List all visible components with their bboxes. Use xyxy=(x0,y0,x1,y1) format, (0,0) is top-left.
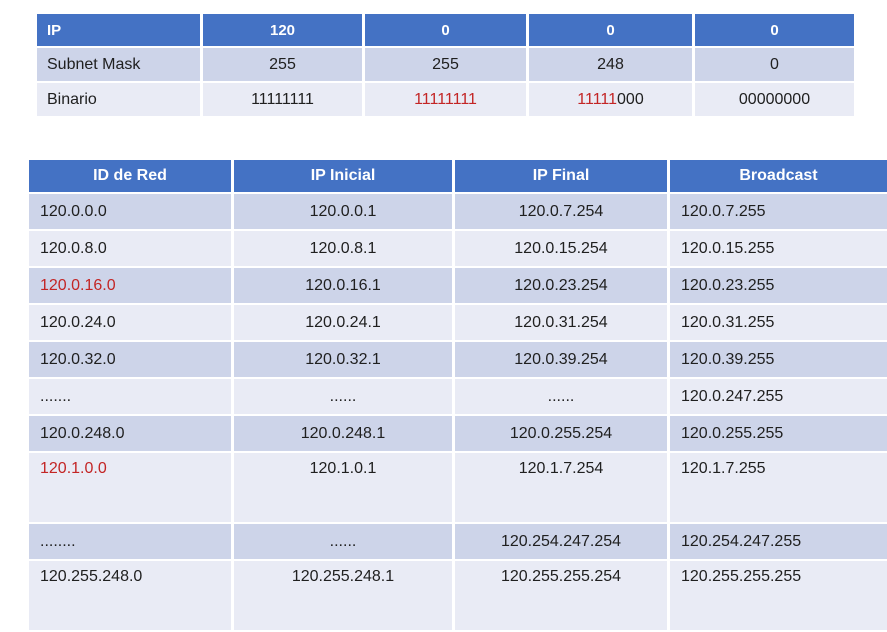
cell-ip-inicial: ...... xyxy=(234,524,452,559)
subnet-header-octet-3: 0 xyxy=(529,14,692,46)
subnet-header-octet-1: 120 xyxy=(203,14,362,46)
cell-broadcast: 120.1.7.255 xyxy=(670,453,887,522)
table-row: 120.0.8.0 120.0.8.1 120.0.15.254 120.0.1… xyxy=(29,231,887,266)
cell-id-de-red: 120.0.248.0 xyxy=(29,416,231,451)
cell-broadcast: 120.255.255.255 xyxy=(670,561,887,630)
cell-id-de-red: 120.0.32.0 xyxy=(29,342,231,377)
binary-octet-1: 11111111 xyxy=(203,83,362,116)
cell-broadcast: 120.0.247.255 xyxy=(670,379,887,414)
cell-broadcast: 120.0.255.255 xyxy=(670,416,887,451)
table-row: 120.0.24.0 120.0.24.1 120.0.31.254 120.0… xyxy=(29,305,887,340)
cell-broadcast: 120.0.39.255 xyxy=(670,342,887,377)
mask-octet-2: 255 xyxy=(365,48,526,81)
network-header-row: ID de Red IP Inicial IP Final Broadcast xyxy=(29,160,887,192)
subnet-header-label: IP xyxy=(37,14,200,46)
cell-ip-final: 120.0.39.254 xyxy=(455,342,667,377)
cell-ip-final: 120.0.15.254 xyxy=(455,231,667,266)
cell-id-de-red: 120.0.0.0 xyxy=(29,194,231,229)
cell-ip-final: 120.0.31.254 xyxy=(455,305,667,340)
cell-id-de-red: 120.1.0.0 xyxy=(29,453,231,522)
table-row: 120.0.248.0 120.0.248.1 120.0.255.254 12… xyxy=(29,416,887,451)
cell-ip-inicial: 120.0.248.1 xyxy=(234,416,452,451)
cell-ip-final: ...... xyxy=(455,379,667,414)
header-id-de-red: ID de Red xyxy=(29,160,231,192)
cell-ip-inicial: 120.0.16.1 xyxy=(234,268,452,303)
binary-black-part: 11111111 xyxy=(251,90,314,108)
cell-ip-inicial: 120.0.0.1 xyxy=(234,194,452,229)
cell-id-de-red: 120.0.24.0 xyxy=(29,305,231,340)
cell-ip-inicial: 120.0.24.1 xyxy=(234,305,452,340)
table-row: 120.0.0.0 120.0.0.1 120.0.7.254 120.0.7.… xyxy=(29,194,887,229)
binary-octet-3: 11111000 xyxy=(529,83,692,116)
table-row: 120.0.32.0 120.0.32.1 120.0.39.254 120.0… xyxy=(29,342,887,377)
cell-id-de-red: 120.255.248.0 xyxy=(29,561,231,630)
binary-red-part: 11111 xyxy=(577,90,618,108)
cell-ip-inicial: 120.0.32.1 xyxy=(234,342,452,377)
table-row-ellipsis: ....... ...... ...... 120.0.247.255 xyxy=(29,379,887,414)
cell-ip-final: 120.255.255.254 xyxy=(455,561,667,630)
cell-broadcast: 120.0.23.255 xyxy=(670,268,887,303)
mask-row-label: Subnet Mask xyxy=(37,48,200,81)
cell-ip-final: 120.1.7.254 xyxy=(455,453,667,522)
table-row-ellipsis: ........ ...... 120.254.247.254 120.254.… xyxy=(29,524,887,559)
binary-black-part: 000 xyxy=(617,90,644,108)
cell-ip-inicial: ...... xyxy=(234,379,452,414)
cell-ip-inicial: 120.0.8.1 xyxy=(234,231,452,266)
binary-octet-2: 11111111 xyxy=(365,83,526,116)
cell-broadcast: 120.254.247.255 xyxy=(670,524,887,559)
table-row: 120.1.0.0 120.1.0.1 120.1.7.254 120.1.7.… xyxy=(29,453,887,522)
cell-id-de-red: ....... xyxy=(29,379,231,414)
subnet-mask-row: Subnet Mask 255 255 248 0 xyxy=(37,48,854,81)
subnet-header-row: IP 120 0 0 0 xyxy=(37,14,854,46)
binary-row: Binario 11111111 11111111 11111000 00000… xyxy=(37,83,854,116)
subnet-header-octet-4: 0 xyxy=(695,14,854,46)
binary-octet-4: 00000000 xyxy=(695,83,854,116)
cell-ip-inicial: 120.255.248.1 xyxy=(234,561,452,630)
cell-ip-final: 120.0.7.254 xyxy=(455,194,667,229)
subnet-mask-table: IP 120 0 0 0 Subnet Mask 255 255 248 0 B… xyxy=(34,12,857,118)
mask-octet-3: 248 xyxy=(529,48,692,81)
header-ip-inicial: IP Inicial xyxy=(234,160,452,192)
cell-id-de-red: ........ xyxy=(29,524,231,559)
table-row: 120.255.248.0 120.255.248.1 120.255.255.… xyxy=(29,561,887,630)
cell-ip-inicial: 120.1.0.1 xyxy=(234,453,452,522)
mask-octet-4: 0 xyxy=(695,48,854,81)
header-ip-final: IP Final xyxy=(455,160,667,192)
binary-black-part: 00000000 xyxy=(738,90,811,108)
cell-ip-final: 120.254.247.254 xyxy=(455,524,667,559)
cell-broadcast: 120.0.31.255 xyxy=(670,305,887,340)
cell-broadcast: 120.0.7.255 xyxy=(670,194,887,229)
cell-id-de-red: 120.0.16.0 xyxy=(29,268,231,303)
header-broadcast: Broadcast xyxy=(670,160,887,192)
cell-ip-final: 120.0.23.254 xyxy=(455,268,667,303)
binary-red-part: 11111111 xyxy=(414,90,477,108)
network-ranges-table: ID de Red IP Inicial IP Final Broadcast … xyxy=(26,158,887,632)
cell-id-de-red: 120.0.8.0 xyxy=(29,231,231,266)
cell-ip-final: 120.0.255.254 xyxy=(455,416,667,451)
subnet-header-octet-2: 0 xyxy=(365,14,526,46)
cell-broadcast: 120.0.15.255 xyxy=(670,231,887,266)
table-row: 120.0.16.0 120.0.16.1 120.0.23.254 120.0… xyxy=(29,268,887,303)
mask-octet-1: 255 xyxy=(203,48,362,81)
binary-row-label: Binario xyxy=(37,83,200,116)
